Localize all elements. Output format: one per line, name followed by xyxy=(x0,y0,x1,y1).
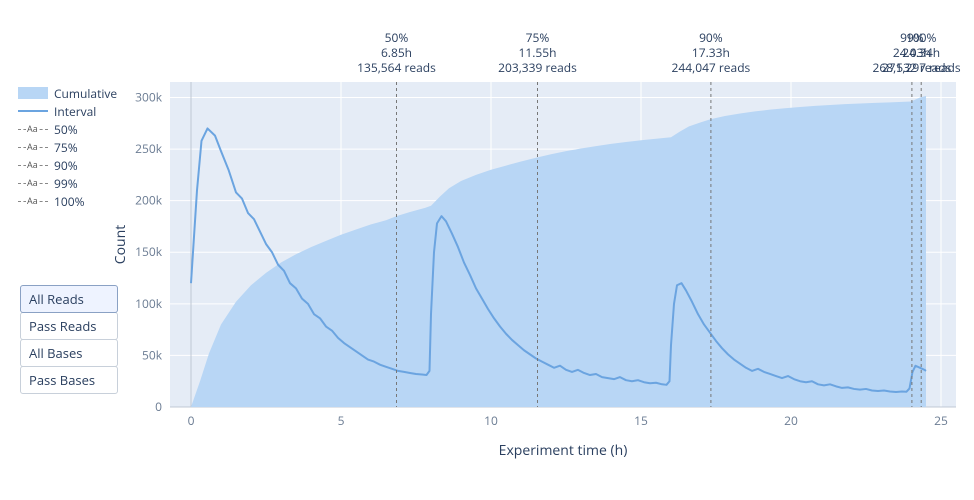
y-tick-label: 250k xyxy=(135,140,163,157)
chart-area[interactable]: 50%6.85h135,564 reads75%11.55h203,339 re… xyxy=(0,0,974,500)
cumulative-area xyxy=(191,96,926,407)
x-tick-label: 0 xyxy=(188,412,195,429)
marker-reads: 244,047 reads xyxy=(672,59,751,76)
x-tick-label: 15 xyxy=(634,412,648,429)
marker-reads: 203,339 reads xyxy=(498,59,577,76)
x-axis-title: Experiment time (h) xyxy=(499,441,628,460)
x-tick-label: 25 xyxy=(934,412,948,429)
button-label: All Reads xyxy=(29,290,84,308)
x-tick-label: 5 xyxy=(338,412,345,429)
y-tick-label: 100k xyxy=(135,295,163,312)
y-tick-label: 0 xyxy=(155,398,162,415)
marker-reads: 135,564 reads xyxy=(357,59,436,76)
y-tick-label: 200k xyxy=(135,192,163,209)
all-reads-button[interactable]: All Reads xyxy=(20,285,118,313)
y-tick-label: 150k xyxy=(135,243,163,260)
y-tick-label: 50k xyxy=(142,346,163,363)
x-tick-label: 10 xyxy=(484,412,498,429)
y-axis-title: Count xyxy=(111,225,130,264)
x-tick-label: 20 xyxy=(784,412,798,429)
marker-reads: 271,297 reads xyxy=(882,59,961,76)
y-tick-label: 300k xyxy=(135,88,163,105)
